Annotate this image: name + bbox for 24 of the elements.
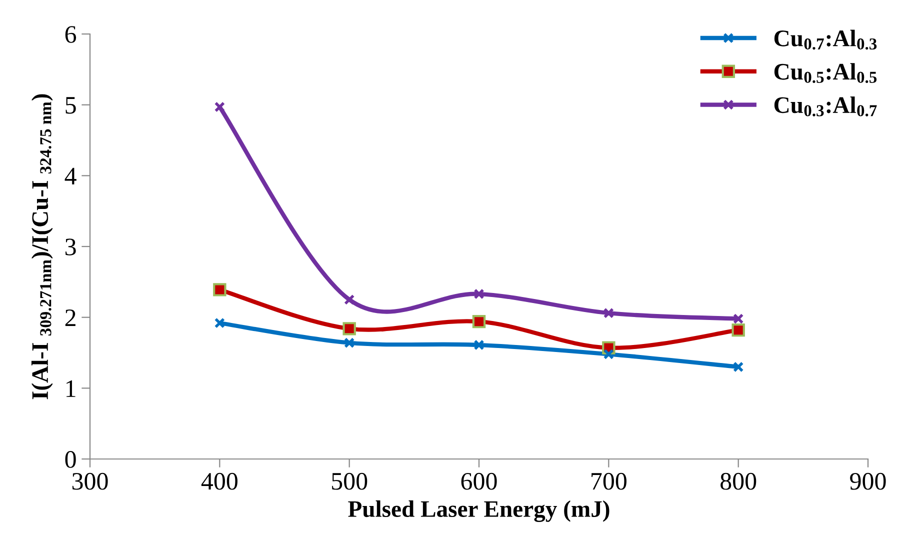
legend-label: Cu$_{0.7}$:Al$_{0.3}$ <box>774 30 877 50</box>
legend-label: Cu$_{0.3}$:Al$_{0.7}$ <box>774 96 877 116</box>
x-tick-label: 800 <box>720 472 756 490</box>
x-tick-label: 400 <box>201 472 238 490</box>
y-tick-label: 5 <box>66 97 76 114</box>
y-tick-label: 4 <box>64 168 76 184</box>
y-tick-label: 3 <box>66 238 76 256</box>
legend-label: Cu$_{0.5}$:Al$_{0.5}$ <box>774 63 877 83</box>
point <box>214 318 225 328</box>
x-tick-label: 300 <box>72 472 108 490</box>
y-tick-label: 0 <box>65 451 76 468</box>
y-axis-title: I(Al-I $_{309.271nm}$)/I(Cu-I $_{324.75 nm}$) <box>31 94 53 400</box>
x-axis-title: Pulsed Laser Energy (mJ) <box>348 500 610 522</box>
y-tick-label: 1 <box>66 380 76 397</box>
point <box>213 283 226 296</box>
y-tick-label: 2 <box>65 309 76 326</box>
point <box>342 322 356 336</box>
x-tick-label: 600 <box>461 472 497 490</box>
x-tick-label: 700 <box>592 472 626 490</box>
x-tick-label: 900 <box>850 472 886 490</box>
y-tick-label: 6 <box>65 26 76 43</box>
point <box>472 314 486 328</box>
x-tick-label: 500 <box>332 472 368 490</box>
point <box>732 323 745 337</box>
